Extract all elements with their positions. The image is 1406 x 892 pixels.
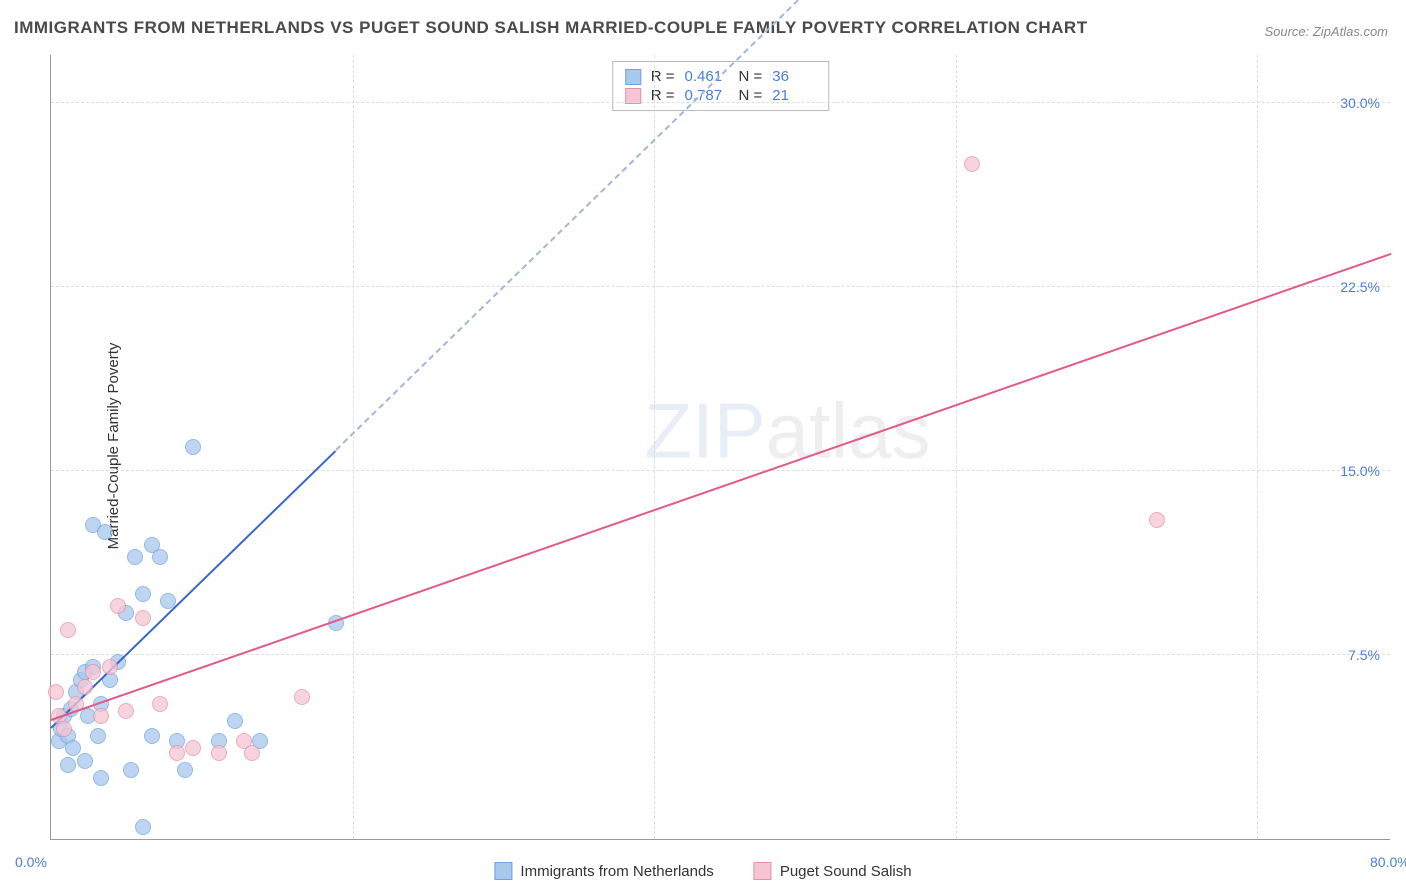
watermark-bold: ZIP — [644, 387, 765, 475]
legend-label: Immigrants from Netherlands — [520, 863, 713, 880]
scatter-point — [60, 757, 76, 773]
y-tick-label: 30.0% — [1340, 95, 1380, 111]
scatter-point — [102, 659, 118, 675]
scatter-point — [90, 728, 106, 744]
legend-swatch — [754, 862, 772, 880]
scatter-point — [135, 610, 151, 626]
trend-line — [50, 450, 336, 729]
plot-area: ZIPatlas R =0.461N =36R =0.787N =21 7.5%… — [50, 55, 1390, 840]
scatter-point — [60, 622, 76, 638]
scatter-point — [93, 708, 109, 724]
scatter-point — [185, 439, 201, 455]
scatter-point — [211, 745, 227, 761]
legend-label: Puget Sound Salish — [780, 863, 912, 880]
stat-n-label: N = — [739, 68, 763, 85]
grid-line-v — [956, 55, 957, 839]
x-tick-label: 0.0% — [15, 854, 47, 870]
grid-line-h — [51, 470, 1390, 471]
legend-swatch — [494, 862, 512, 880]
scatter-point — [127, 549, 143, 565]
grid-line-v — [1257, 55, 1258, 839]
chart-title: IMMIGRANTS FROM NETHERLANDS VS PUGET SOU… — [14, 18, 1088, 38]
y-tick-label: 22.5% — [1340, 279, 1380, 295]
scatter-point — [85, 664, 101, 680]
grid-line-v — [353, 55, 354, 839]
grid-line-v — [654, 55, 655, 839]
legend: Immigrants from Netherlands Puget Sound S… — [494, 862, 911, 880]
scatter-point — [65, 740, 81, 756]
scatter-point — [152, 549, 168, 565]
scatter-point — [135, 586, 151, 602]
grid-line-h — [51, 102, 1390, 103]
stat-n-value: 36 — [772, 68, 816, 85]
scatter-point — [123, 762, 139, 778]
scatter-point — [152, 696, 168, 712]
y-tick-label: 7.5% — [1348, 647, 1380, 663]
scatter-point — [77, 679, 93, 695]
scatter-point — [1149, 512, 1165, 528]
scatter-point — [227, 713, 243, 729]
chart-container: IMMIGRANTS FROM NETHERLANDS VS PUGET SOU… — [0, 0, 1406, 892]
scatter-point — [964, 156, 980, 172]
x-tick-label: 80.0% — [1370, 854, 1406, 870]
scatter-point — [118, 703, 134, 719]
stat-swatch — [625, 69, 641, 85]
scatter-point — [169, 745, 185, 761]
scatter-point — [244, 745, 260, 761]
scatter-point — [177, 762, 193, 778]
scatter-point — [185, 740, 201, 756]
scatter-point — [294, 689, 310, 705]
stat-r-value: 0.461 — [685, 68, 729, 85]
legend-item: Immigrants from Netherlands — [494, 862, 713, 880]
scatter-point — [144, 728, 160, 744]
legend-item: Puget Sound Salish — [754, 862, 912, 880]
scatter-point — [93, 770, 109, 786]
y-tick-label: 15.0% — [1340, 463, 1380, 479]
grid-line-h — [51, 654, 1390, 655]
scatter-point — [56, 721, 72, 737]
scatter-point — [135, 819, 151, 835]
scatter-point — [77, 753, 93, 769]
source-attribution: Source: ZipAtlas.com — [1264, 24, 1388, 39]
correlation-stat-box: R =0.461N =36R =0.787N =21 — [612, 61, 830, 111]
scatter-point — [97, 524, 113, 540]
scatter-point — [48, 684, 64, 700]
scatter-point — [110, 598, 126, 614]
grid-line-h — [51, 286, 1390, 287]
trend-line — [51, 253, 1392, 721]
